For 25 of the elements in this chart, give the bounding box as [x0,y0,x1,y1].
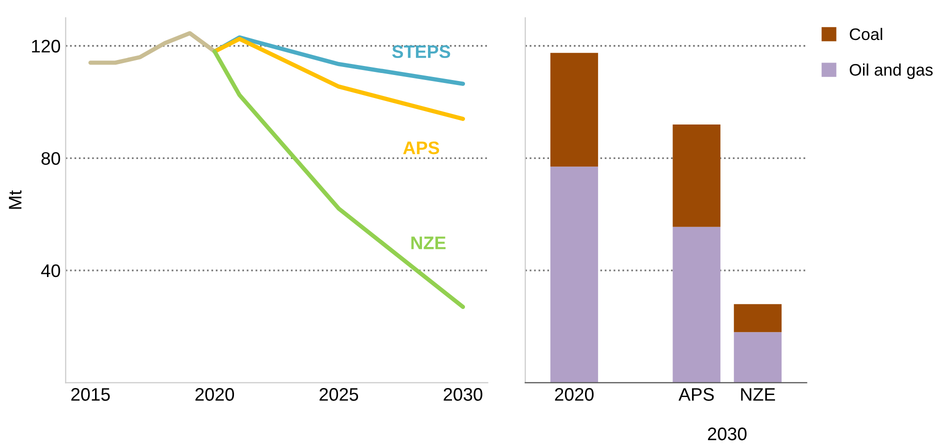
x-tick-label: 2020 [195,388,234,401]
bar [550,52,598,167]
x-tick-label: 2030 [444,388,482,401]
legend-label: Coal [850,28,882,40]
y-tick-label: 80 [42,152,60,165]
x-tick-label: 2020 [555,388,594,401]
bar [550,166,598,383]
y-tick-label: 40 [41,264,60,278]
x-tick-label: APS [678,388,714,401]
x-tick-label: 2025 [320,388,358,401]
x-tick-label: NZE [741,388,776,401]
y-tick-label: 120 [32,40,60,53]
line-series [212,36,466,121]
series-label: NZE [411,236,446,250]
series-label: STEPS [392,45,450,58]
bar [672,226,720,383]
x-tick-label: 2015 [71,388,110,401]
legend-label: Oil and gas [850,64,933,80]
y-axis-title: Mt [8,190,22,209]
line-series [88,31,217,65]
bar [734,304,782,332]
series-label: APS [403,141,440,154]
text: 2030 [708,428,747,440]
bar [672,124,720,227]
bar [734,332,782,383]
